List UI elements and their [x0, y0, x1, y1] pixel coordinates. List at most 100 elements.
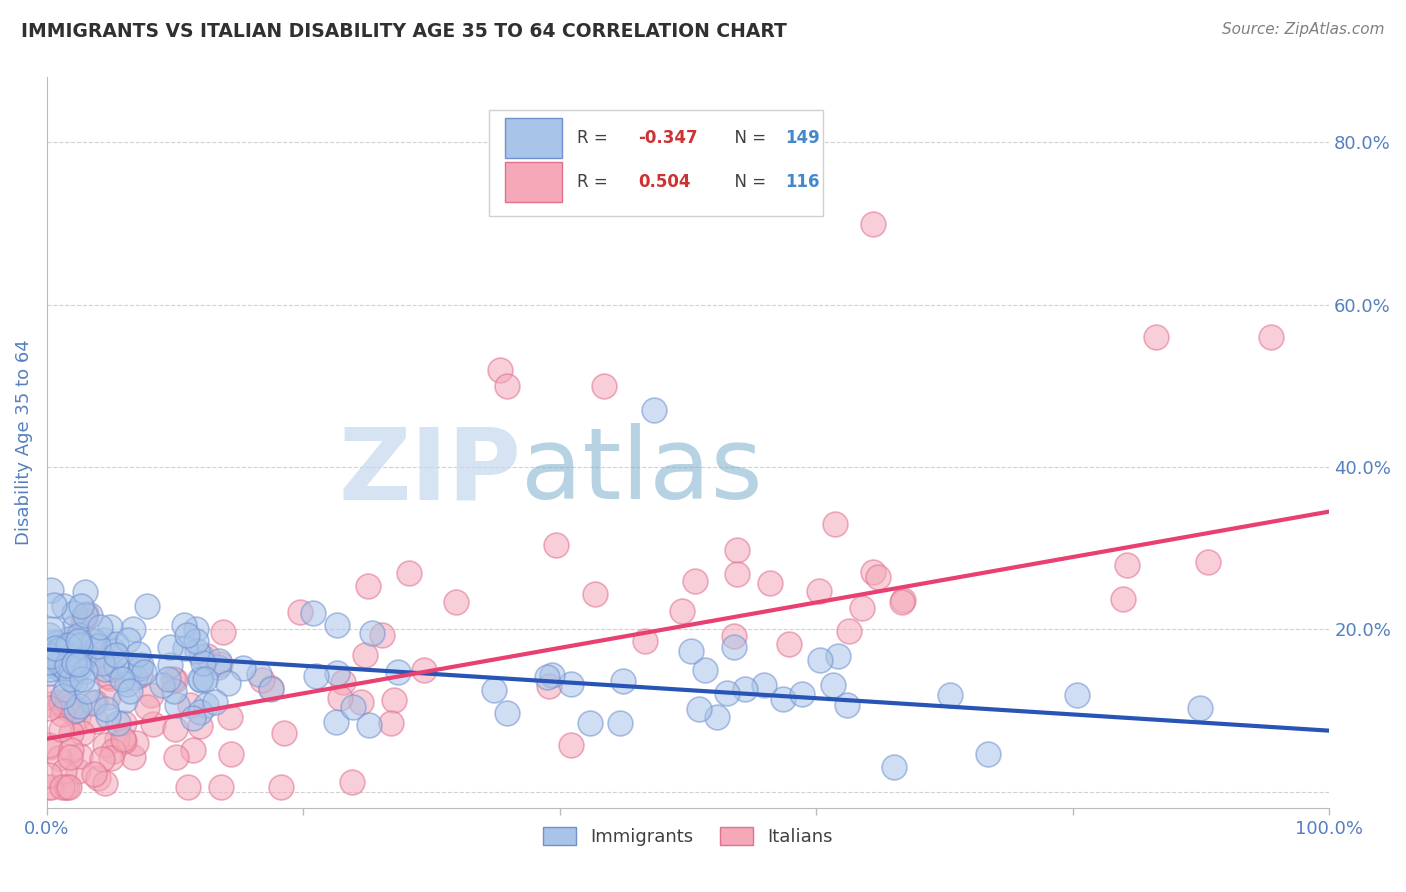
Point [104, 659, 127, 673]
Point [72, 725, 94, 739]
Text: -0.347: -0.347 [638, 129, 697, 147]
Point [122, 622, 145, 636]
Point [827, 648, 849, 663]
Text: N =: N = [724, 173, 772, 191]
Point [173, 641, 195, 656]
Point [59, 649, 82, 664]
Point [150, 678, 173, 692]
Point [76, 684, 98, 698]
Point [121, 750, 143, 764]
Point [546, 538, 568, 552]
Point [583, 587, 606, 601]
Point [63, 656, 86, 670]
Y-axis label: Disability Age 35 to 64: Disability Age 35 to 64 [15, 340, 32, 546]
Point [52, 764, 75, 778]
Point [326, 618, 349, 632]
Point [39, 698, 62, 712]
Point [51, 780, 73, 795]
Point [73, 584, 96, 599]
Point [131, 658, 153, 673]
Bar [505, 161, 562, 202]
Point [759, 575, 782, 590]
Point [1112, 592, 1135, 607]
Point [808, 653, 831, 667]
Point [212, 625, 235, 640]
Point [44, 635, 66, 649]
Point [39, 648, 62, 663]
Point [120, 683, 142, 698]
Point [98, 620, 121, 634]
Point [247, 666, 270, 681]
Point [1188, 701, 1211, 715]
Point [163, 673, 186, 687]
Point [94, 702, 117, 716]
Point [39, 582, 62, 597]
Point [163, 722, 186, 736]
Point [38, 655, 60, 669]
Point [41, 622, 63, 636]
Point [356, 579, 378, 593]
Point [195, 698, 218, 712]
Point [66, 633, 89, 648]
Point [444, 595, 467, 609]
Point [643, 403, 665, 417]
Point [252, 673, 274, 687]
Text: 0.504: 0.504 [638, 173, 690, 191]
Point [118, 661, 141, 675]
Point [217, 676, 239, 690]
Point [90, 752, 112, 766]
Point [488, 362, 510, 376]
Point [725, 567, 748, 582]
Point [371, 628, 394, 642]
Point [188, 705, 211, 719]
Point [305, 669, 328, 683]
Point [835, 698, 858, 712]
Point [73, 664, 96, 678]
Legend: Immigrants, Italians: Immigrants, Italians [536, 820, 841, 854]
Point [73, 608, 96, 623]
Point [53, 661, 76, 675]
Point [48, 643, 70, 657]
Point [58, 632, 80, 647]
Point [66, 709, 89, 723]
Point [52, 689, 75, 703]
Point [727, 542, 749, 557]
Point [671, 604, 693, 618]
Point [55, 700, 77, 714]
Point [977, 747, 1000, 761]
Point [114, 692, 136, 706]
Point [39, 657, 62, 672]
Point [66, 634, 89, 648]
Point [69, 660, 91, 674]
Point [51, 706, 73, 721]
Point [70, 654, 93, 668]
Point [772, 692, 794, 706]
Point [193, 656, 215, 670]
Point [67, 764, 90, 778]
Point [342, 775, 364, 789]
Point [58, 780, 80, 795]
Point [105, 648, 128, 663]
Point [59, 749, 82, 764]
Point [495, 379, 517, 393]
Point [142, 716, 165, 731]
Point [44, 599, 66, 613]
Point [162, 684, 184, 698]
Point [101, 662, 124, 676]
Point [79, 607, 101, 622]
Point [55, 655, 77, 669]
Point [135, 700, 157, 714]
Point [184, 622, 207, 636]
Point [58, 638, 80, 652]
Point [195, 649, 218, 664]
Point [706, 710, 728, 724]
Point [63, 704, 86, 718]
Text: N =: N = [724, 129, 772, 147]
Point [342, 699, 364, 714]
Point [38, 780, 60, 795]
Point [181, 711, 204, 725]
Point [73, 613, 96, 627]
Point [38, 738, 60, 752]
Point [398, 566, 420, 580]
Text: ZIP: ZIP [339, 424, 522, 520]
